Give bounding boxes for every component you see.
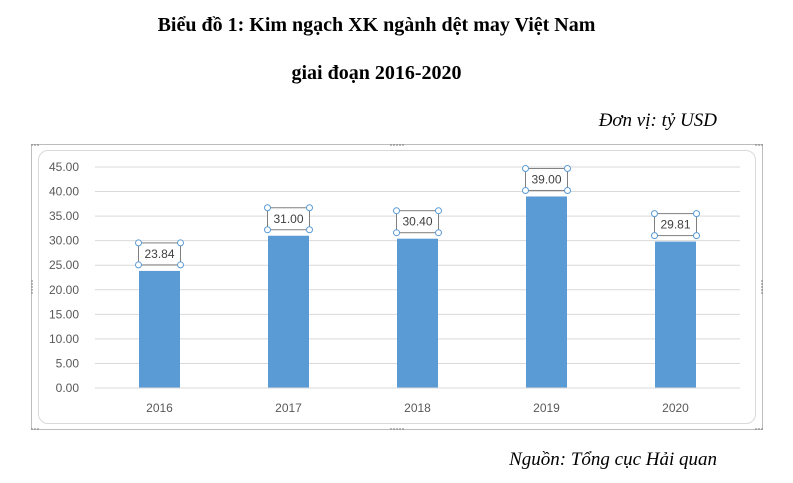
data-label: 31.00 <box>273 212 303 226</box>
bar-2018[interactable] <box>397 238 438 388</box>
resize-grip-dot[interactable] <box>761 286 763 288</box>
data-label-box[interactable] <box>396 210 439 234</box>
resize-grip-dot[interactable] <box>31 292 33 294</box>
resize-grip-dot[interactable] <box>761 428 763 430</box>
resize-grip-dot[interactable] <box>31 286 33 288</box>
selection-handle[interactable] <box>264 226 271 234</box>
resize-grip-dot[interactable] <box>761 144 763 146</box>
resize-grip-dot[interactable] <box>396 428 398 430</box>
selection-handle[interactable] <box>264 204 271 212</box>
selection-handle[interactable] <box>564 186 571 194</box>
resize-grip-dot[interactable] <box>755 144 757 146</box>
y-tick-label: 35.00 <box>49 209 79 223</box>
data-label: 29.81 <box>660 218 690 232</box>
selection-handle[interactable] <box>435 229 442 237</box>
data-label-box[interactable] <box>525 167 568 191</box>
selection-handle[interactable] <box>564 164 571 172</box>
selection-handle[interactable] <box>306 204 313 212</box>
resize-grip-dot[interactable] <box>761 292 763 294</box>
resize-grip-dot[interactable] <box>393 428 395 430</box>
resize-grip-dot[interactable] <box>399 428 401 430</box>
y-tick-label: 30.00 <box>49 234 79 248</box>
resize-grip-dot[interactable] <box>390 428 392 430</box>
y-tick-label: 20.00 <box>49 283 79 297</box>
selection-handle[interactable] <box>306 226 313 234</box>
resize-grip-dot[interactable] <box>402 428 404 430</box>
y-tick-label: 5.00 <box>56 356 80 370</box>
resize-grip-dot[interactable] <box>31 283 33 285</box>
resize-grip-dot[interactable] <box>34 428 36 430</box>
data-label: 30.40 <box>402 215 432 229</box>
selection-handle[interactable] <box>435 207 442 215</box>
y-tick-label: 0.00 <box>56 381 80 395</box>
bar-2019[interactable] <box>526 196 567 388</box>
selection-handle[interactable] <box>693 210 700 218</box>
resize-grip-dot[interactable] <box>34 144 36 146</box>
resize-grip-dot[interactable] <box>31 144 33 146</box>
x-tick-label: 2017 <box>275 401 302 415</box>
source-label: Nguồn: Tổng cục Hải quan <box>509 449 717 470</box>
y-tick-label: 45.00 <box>49 160 79 174</box>
resize-grip-dot[interactable] <box>761 280 763 282</box>
selection-handle[interactable] <box>522 186 529 194</box>
resize-grip-dot[interactable] <box>761 283 763 285</box>
selection-handle[interactable] <box>522 164 529 172</box>
resize-grip-dot[interactable] <box>761 289 763 291</box>
resize-grip-dot[interactable] <box>402 144 404 146</box>
selection-handle[interactable] <box>693 232 700 240</box>
resize-grip-dot[interactable] <box>390 144 392 146</box>
data-label-box[interactable] <box>267 207 310 231</box>
resize-grip-dot[interactable] <box>758 144 760 146</box>
resize-grip-dot[interactable] <box>31 280 33 282</box>
resize-grip-dot[interactable] <box>31 289 33 291</box>
selection-handle[interactable] <box>651 232 658 240</box>
data-label-box[interactable] <box>654 213 697 237</box>
bar-2016[interactable] <box>139 270 180 388</box>
selection-handle[interactable] <box>651 210 658 218</box>
resize-grip-dot[interactable] <box>37 428 39 430</box>
x-tick-label: 2016 <box>146 401 173 415</box>
y-tick-label: 15.00 <box>49 307 79 321</box>
resize-grip-dot[interactable] <box>37 144 39 146</box>
x-tick-label: 2019 <box>533 401 560 415</box>
resize-grip-dot[interactable] <box>399 144 401 146</box>
selection-handle[interactable] <box>135 239 142 247</box>
resize-grip-dot[interactable] <box>755 428 757 430</box>
selection-handle[interactable] <box>135 261 142 269</box>
data-label: 39.00 <box>531 172 561 186</box>
data-label-box[interactable] <box>138 242 181 266</box>
resize-grip-dot[interactable] <box>396 144 398 146</box>
y-tick-label: 40.00 <box>49 185 79 199</box>
selection-handle[interactable] <box>177 261 184 269</box>
data-label: 23.84 <box>144 247 174 261</box>
unit-label: Đơn vị: tỷ USD <box>598 110 717 131</box>
selection-handle[interactable] <box>393 229 400 237</box>
resize-grip-dot[interactable] <box>758 428 760 430</box>
selection-handle[interactable] <box>393 207 400 215</box>
resize-grip-dot[interactable] <box>31 428 33 430</box>
y-tick-label: 10.00 <box>49 332 79 346</box>
bar-2017[interactable] <box>268 235 309 388</box>
chart-title-line2: giai đoạn 2016-2020 <box>291 62 462 84</box>
y-tick-label: 25.00 <box>49 258 79 272</box>
x-tick-label: 2020 <box>662 401 689 415</box>
resize-grip-dot[interactable] <box>393 144 395 146</box>
bar-2020[interactable] <box>655 241 696 388</box>
selection-handle[interactable] <box>177 239 184 247</box>
chart-title-line1: Biểu đồ 1: Kim ngạch XK ngành dệt may Vi… <box>157 14 596 36</box>
x-tick-label: 2018 <box>404 401 431 415</box>
chart-area <box>38 150 756 424</box>
